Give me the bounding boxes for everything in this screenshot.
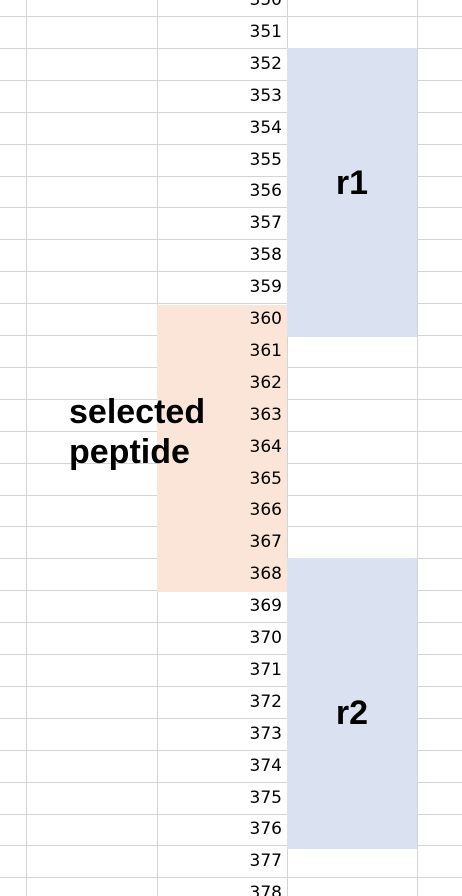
row-gridline <box>0 622 462 623</box>
row-number-cell[interactable]: 353 <box>249 86 282 106</box>
row-number-cell[interactable]: 362 <box>249 373 282 393</box>
row-gridline <box>0 112 462 113</box>
selected-peptide-label-line2: peptide <box>69 433 190 471</box>
row-gridline <box>0 686 462 687</box>
row-gridline <box>0 48 462 49</box>
row-number-cell[interactable]: 371 <box>249 660 282 680</box>
r1-label: r1 <box>335 164 369 202</box>
row-gridline <box>0 718 462 719</box>
row-number-cell[interactable]: 377 <box>249 851 282 871</box>
row-number-cell[interactable]: 356 <box>249 181 282 201</box>
row-number-cell[interactable]: 376 <box>249 819 282 839</box>
row-number-cell[interactable]: 370 <box>249 628 282 648</box>
r2-label: r2 <box>335 694 369 732</box>
column-gridline <box>287 0 288 896</box>
row-number-cell[interactable]: 360 <box>249 309 282 329</box>
row-number-cell[interactable]: 374 <box>249 756 282 776</box>
row-gridline <box>0 303 462 304</box>
row-gridline <box>0 144 462 145</box>
row-gridline <box>0 654 462 655</box>
r2-range[interactable] <box>287 558 417 849</box>
row-gridline <box>0 271 462 272</box>
row-number-cell[interactable]: 367 <box>249 532 282 552</box>
row-gridline <box>0 750 462 751</box>
row-number-cell[interactable]: 368 <box>249 564 282 584</box>
row-number-cell[interactable]: 358 <box>249 245 282 265</box>
row-gridline <box>0 176 462 177</box>
row-number-cell[interactable]: 378 <box>249 883 282 896</box>
r1-range[interactable] <box>287 48 417 337</box>
row-number-cell[interactable]: 375 <box>249 788 282 808</box>
column-gridline <box>417 0 418 896</box>
row-gridline <box>0 16 462 17</box>
column-gridline <box>26 0 27 896</box>
row-gridline <box>0 239 462 240</box>
row-number-cell[interactable]: 350 <box>249 0 282 10</box>
row-number-cell[interactable]: 355 <box>249 150 282 170</box>
row-number-cell[interactable]: 351 <box>249 22 282 42</box>
row-number-cell[interactable]: 369 <box>249 596 282 616</box>
row-number-cell[interactable]: 354 <box>249 118 282 138</box>
row-gridline <box>0 207 462 208</box>
row-number-cell[interactable]: 359 <box>249 277 282 297</box>
selected-peptide-label: selected peptide <box>69 392 205 472</box>
row-number-cell[interactable]: 366 <box>249 500 282 520</box>
row-number-cell[interactable]: 365 <box>249 469 282 489</box>
row-number-cell[interactable]: 364 <box>249 437 282 457</box>
row-gridline <box>0 814 462 815</box>
row-number-cell[interactable]: 352 <box>249 54 282 74</box>
row-number-cell[interactable]: 373 <box>249 724 282 744</box>
selected-peptide-label-line1: selected <box>69 393 206 431</box>
row-gridline <box>0 782 462 783</box>
row-gridline <box>0 80 462 81</box>
row-number-cell[interactable]: 361 <box>249 341 282 361</box>
row-number-cell[interactable]: 372 <box>249 692 282 712</box>
row-number-cell[interactable]: 357 <box>249 213 282 233</box>
row-gridline <box>0 845 462 846</box>
selected-peptide-range[interactable] <box>157 305 287 592</box>
row-gridline <box>0 877 462 878</box>
row-number-cell[interactable]: 363 <box>249 405 282 425</box>
